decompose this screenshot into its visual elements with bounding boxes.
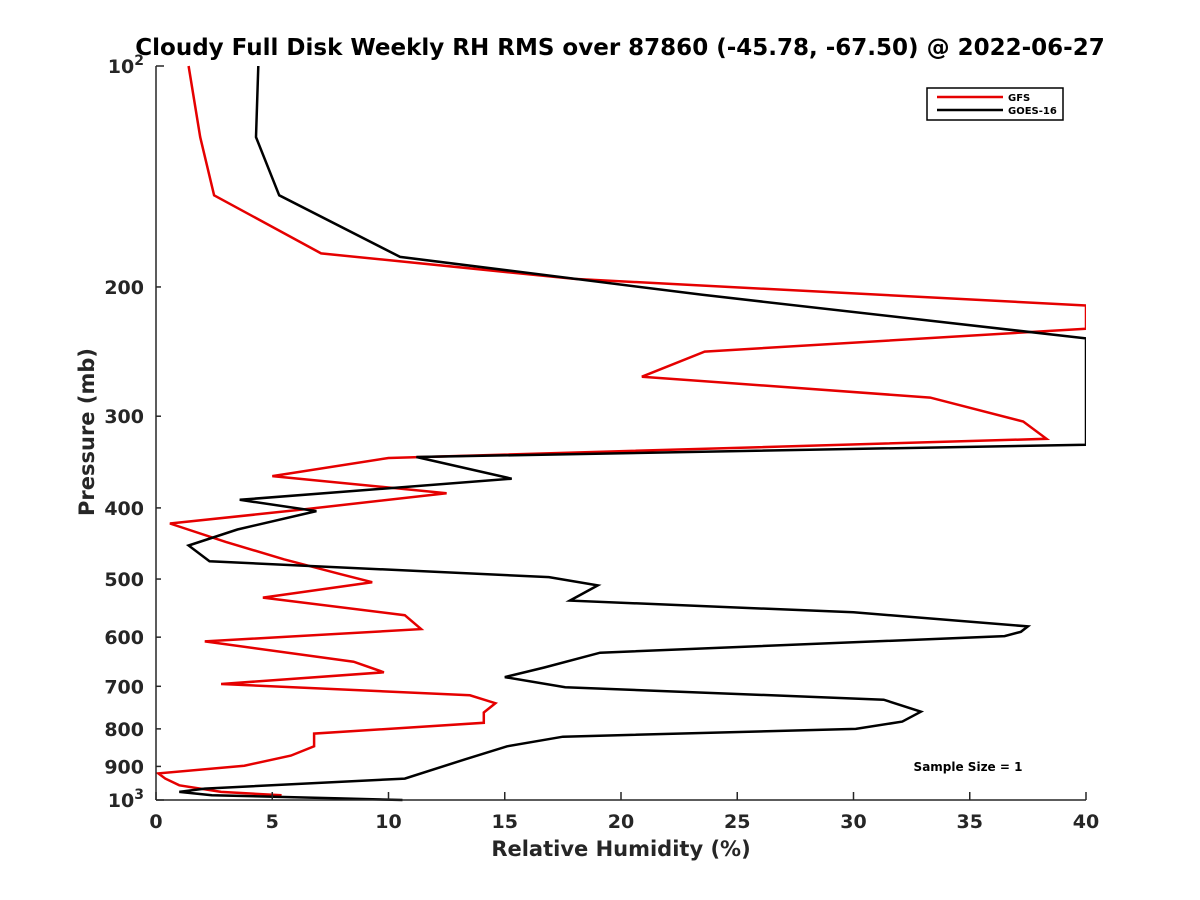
x-tick-label: 25 — [724, 811, 750, 833]
chart-title: Cloudy Full Disk Weekly RH RMS over 8786… — [135, 35, 1104, 61]
y-tick-label: 200 — [104, 277, 144, 299]
y-tick-label: 300 — [104, 406, 144, 428]
y-tick-label: 400 — [104, 498, 144, 520]
x-tick-label: 40 — [1073, 811, 1099, 833]
y-tick-label: 600 — [104, 627, 144, 649]
y-axis-label: Pressure (mb) — [75, 348, 99, 516]
y-tick-label: 800 — [104, 719, 144, 741]
sample-size-annotation: Sample Size = 1 — [914, 760, 1023, 774]
x-tick-label: 0 — [149, 811, 162, 833]
y-tick-label: 103 — [108, 787, 144, 812]
x-tick-label: 30 — [840, 811, 866, 833]
series-layer — [156, 65, 1086, 802]
x-tick-label: 35 — [957, 811, 983, 833]
y-tick-label: 700 — [104, 676, 144, 698]
y-tick-label: 500 — [104, 569, 144, 591]
x-tick-label: 20 — [608, 811, 634, 833]
axes-layer: 0 5 10 15 20 25 30 35 40 102 200 300 400 500 600 700 800… — [104, 53, 1099, 833]
x-tick-label: 5 — [266, 811, 279, 833]
series-line-gfs — [156, 65, 1086, 797]
legend: GFS GOES-16 — [926, 87, 1064, 121]
y-tick-label: 102 — [108, 53, 144, 78]
x-axis-label: Relative Humidity (%) — [491, 837, 750, 861]
series-line-goes16 — [179, 65, 1086, 802]
legend-label-goes16: GOES-16 — [1008, 106, 1057, 117]
legend-box — [926, 87, 1064, 121]
x-tick-label: 15 — [492, 811, 518, 833]
y-tick-label: 900 — [104, 756, 144, 778]
legend-label-gfs: GFS — [1008, 93, 1030, 104]
x-tick-label: 10 — [375, 811, 401, 833]
